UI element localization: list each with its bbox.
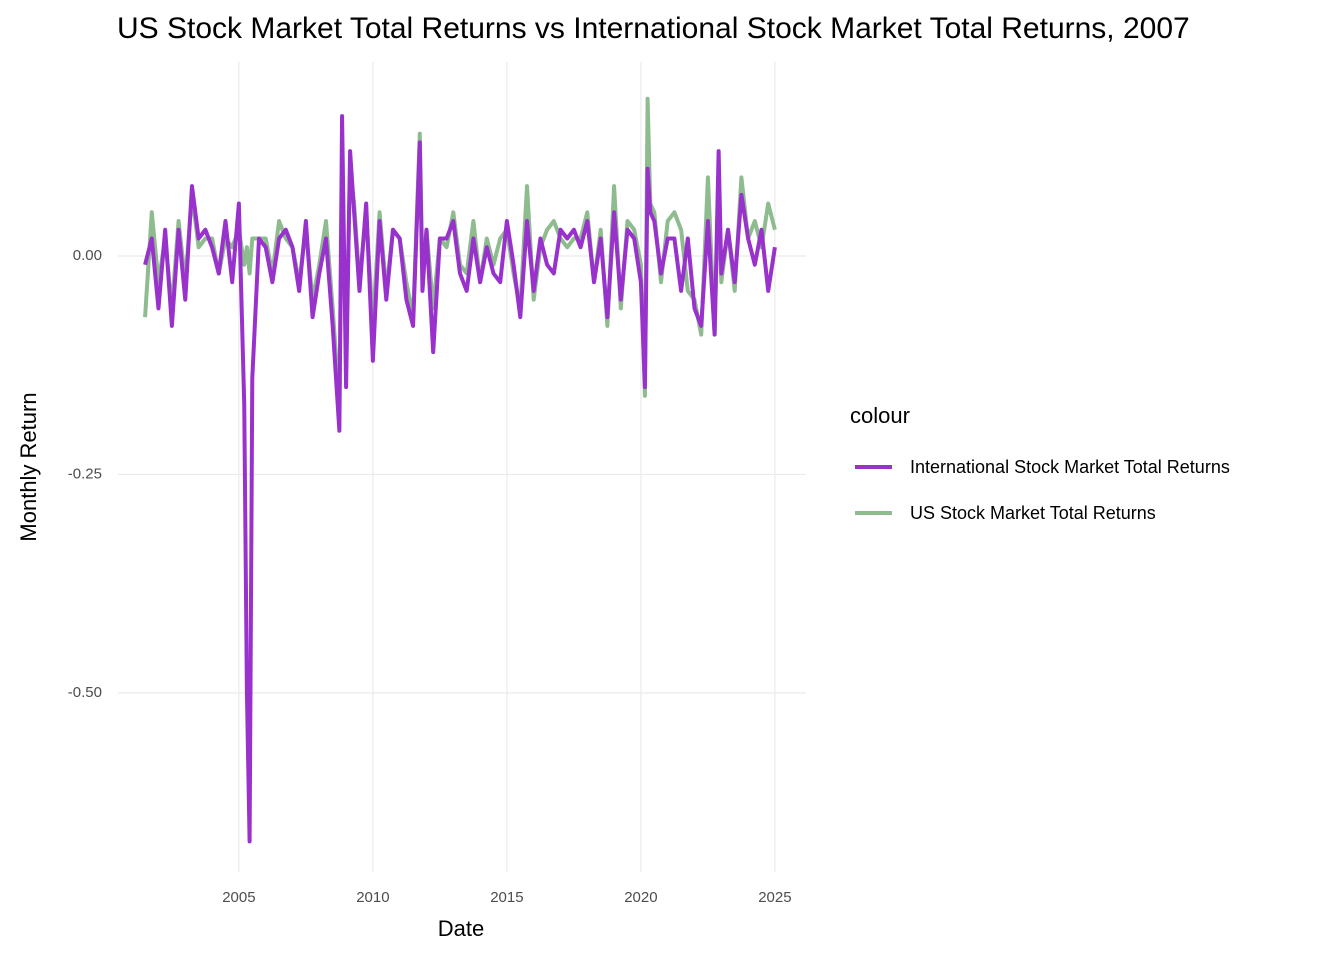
x-tick-label: 2005 (222, 889, 255, 906)
y-axis-label: Monthly Return (16, 392, 41, 541)
x-tick-label: 2010 (356, 889, 389, 906)
legend-label: US Stock Market Total Returns (910, 503, 1156, 523)
y-tick-label: -0.50 (68, 684, 102, 701)
x-tick-label: 2020 (624, 889, 657, 906)
y-tick-label: -0.25 (68, 465, 102, 482)
x-tick-label: 2015 (490, 889, 523, 906)
legend-label: International Stock Market Total Returns (910, 457, 1230, 477)
legend-title: colour (850, 403, 910, 428)
y-tick-label: 0.00 (73, 247, 102, 264)
series-line (143, 114, 777, 844)
chart-title: US Stock Market Total Returns vs Interna… (117, 12, 1190, 45)
x-axis-label: Date (438, 916, 484, 941)
series-line (143, 96, 777, 407)
x-tick-label: 2025 (758, 889, 791, 906)
